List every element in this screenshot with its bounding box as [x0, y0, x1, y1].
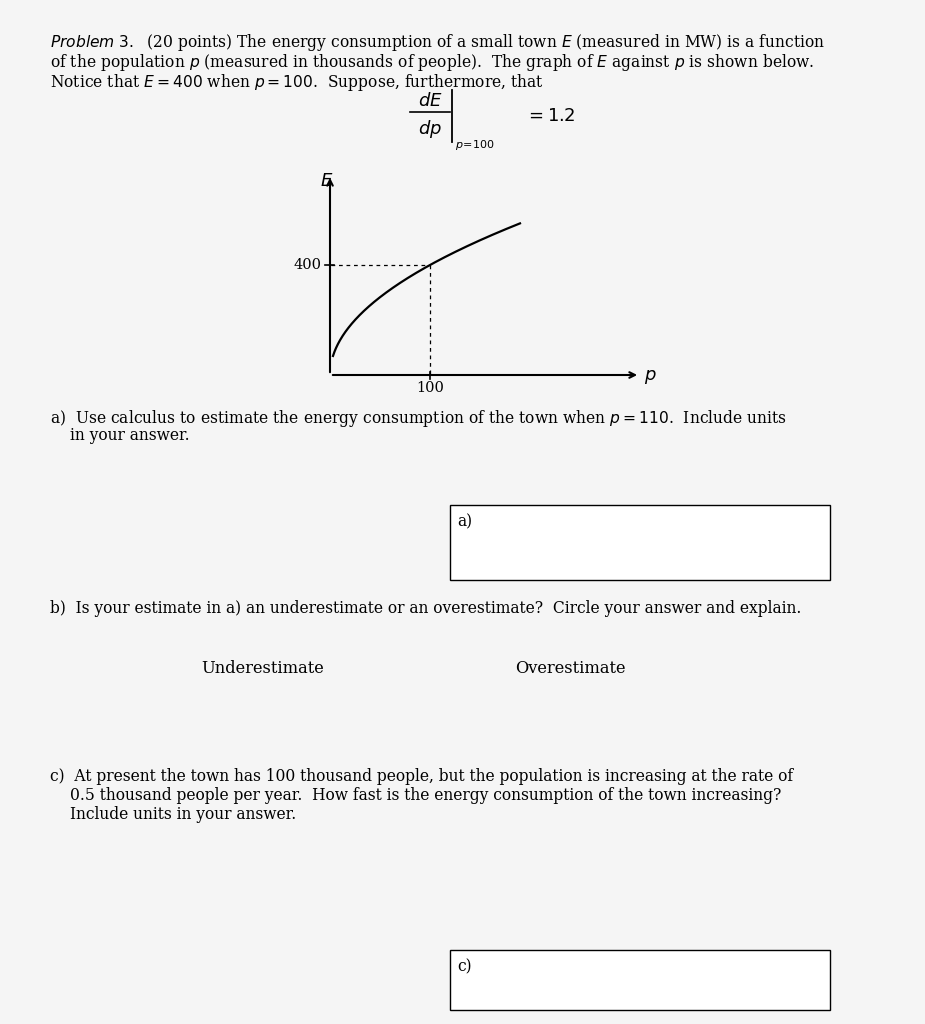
Text: Notice that $E = 400$ when $p = 100$.  Suppose, furthermore, that: Notice that $E = 400$ when $p = 100$. Su… — [50, 72, 544, 93]
Text: in your answer.: in your answer. — [70, 427, 190, 444]
Text: $dE$: $dE$ — [417, 92, 442, 110]
Text: $dp$: $dp$ — [418, 118, 442, 140]
Text: $\it{Problem}$ $3.$  (20 points) The energy consumption of a small town $E$ (mea: $\it{Problem}$ $3.$ (20 points) The ener… — [50, 32, 825, 53]
Bar — [450, 950, 830, 1010]
Text: $E$: $E$ — [320, 172, 334, 190]
Text: 0.5 thousand people per year.  How fast is the energy consumption of the town in: 0.5 thousand people per year. How fast i… — [70, 787, 782, 804]
Text: of the population $p$ (measured in thousands of people).  The graph of $E$ again: of the population $p$ (measured in thous… — [50, 52, 814, 73]
Text: $= 1.2$: $= 1.2$ — [525, 106, 575, 125]
Text: Include units in your answer.: Include units in your answer. — [70, 806, 296, 823]
Bar — [450, 505, 830, 580]
Text: a): a) — [457, 513, 472, 530]
Text: b)  Is your estimate in a) an underestimate or an overestimate?  Circle your ans: b) Is your estimate in a) an underestima… — [50, 600, 801, 617]
Text: Underestimate: Underestimate — [202, 660, 325, 677]
Text: c): c) — [457, 958, 472, 975]
Text: 100: 100 — [416, 381, 444, 395]
Text: c)  At present the town has 100 thousand people, but the population is increasin: c) At present the town has 100 thousand … — [50, 768, 793, 785]
Text: a)  Use calculus to estimate the energy consumption of the town when $p = 110$. : a) Use calculus to estimate the energy c… — [50, 408, 787, 429]
Text: Overestimate: Overestimate — [514, 660, 625, 677]
Text: $p$: $p$ — [644, 368, 657, 386]
Text: $p\!=\!100$: $p\!=\!100$ — [455, 138, 495, 152]
Text: 400: 400 — [294, 258, 322, 272]
